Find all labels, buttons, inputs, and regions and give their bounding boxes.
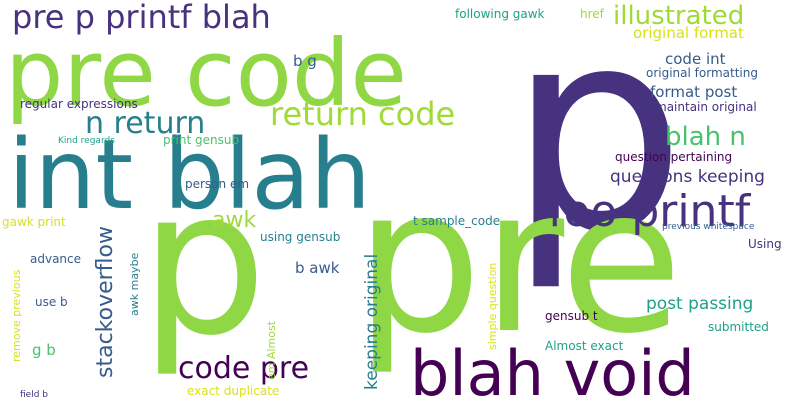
word-href: href (580, 7, 605, 21)
word-em-almost: em Almost (265, 320, 278, 380)
word-t-sample-code: t sample_code (413, 214, 500, 228)
word-awk-maybe: awk maybe (128, 252, 141, 316)
word-b-g: b g (293, 52, 317, 70)
word-print-gensub: print gensub (163, 133, 239, 147)
word-question-pertaining: question pertaining (615, 150, 732, 164)
word-gensub-t: gensub t (545, 309, 598, 323)
word-regular-expressions: regular expressions (20, 97, 138, 111)
word-previous-whitespace: previous whitespace (662, 222, 755, 232)
word-pre-code: pre code (5, 20, 407, 127)
word-n-return: n return (85, 106, 205, 141)
word-blah-void: blah void (410, 337, 695, 400)
word-b-awk: b awk (295, 259, 340, 277)
word-kind-regards: Kind regards (58, 136, 115, 146)
word-p: p (140, 147, 267, 380)
word-p: p (508, 0, 686, 295)
word-original-format: original format (633, 24, 744, 42)
word-foo-printf: foo printf (548, 186, 752, 237)
word-maintain-original: maintain original (655, 100, 757, 114)
word-using: Using (748, 237, 782, 251)
word-almost-exact: Almost exact (545, 339, 624, 353)
word-keeping-original: keeping original (362, 254, 382, 390)
word-awk: awk (212, 208, 256, 233)
word-exact-duplicate: exact duplicate (187, 384, 279, 398)
word-g-b: g b (32, 341, 56, 359)
word-advance: advance (30, 252, 81, 266)
word-remove-previous: remove previous (10, 269, 23, 362)
word-stackoverflow: stackoverflow (93, 226, 118, 378)
word-following-gawk: following gawk (455, 7, 545, 21)
word-questions-keeping: questions keeping (610, 167, 765, 187)
word-using-gensub: using gensub (260, 230, 340, 244)
word-illustrated: illustrated (613, 1, 744, 31)
word-int-blah: int blah (8, 119, 371, 231)
word-person-em: person em (185, 177, 249, 191)
word-return-code: return code (270, 95, 455, 133)
word-code-int: code int (665, 50, 726, 68)
word-blah-n: blah n (665, 122, 746, 152)
word-gawk-print: gawk print (2, 215, 66, 229)
word-format-post: format post (650, 83, 737, 101)
word-field-b: field b (20, 390, 48, 400)
word-simple-question: simple question (486, 263, 499, 350)
word-code-pre: code pre (178, 351, 309, 386)
word-original-formatting: original formatting (646, 66, 758, 80)
word-pre-p-printf-blah: pre p printf blah (12, 0, 271, 36)
word-pre: pre (355, 145, 683, 378)
word-use-b: use b (35, 295, 68, 309)
word-post-passing: post passing (646, 294, 753, 314)
word-submitted: submitted (708, 320, 769, 334)
